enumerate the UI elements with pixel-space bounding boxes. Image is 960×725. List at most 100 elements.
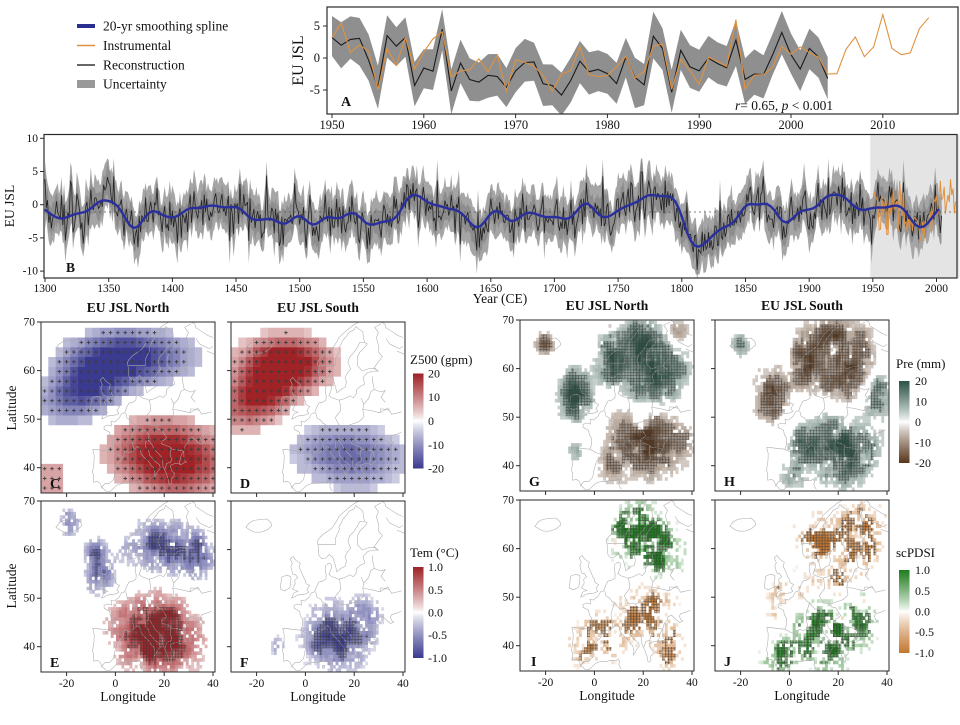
svg-text:EU JSL South: EU JSL South bbox=[761, 298, 843, 313]
svg-text:D: D bbox=[240, 477, 250, 492]
svg-text:1950: 1950 bbox=[861, 283, 884, 295]
svg-text:1800: 1800 bbox=[670, 283, 693, 295]
svg-text:5: 5 bbox=[314, 19, 320, 33]
svg-text:40: 40 bbox=[503, 460, 515, 472]
svg-text:1700: 1700 bbox=[543, 283, 566, 295]
svg-text:-1.0: -1.0 bbox=[428, 651, 447, 665]
svg-text:-10: -10 bbox=[428, 438, 444, 452]
svg-text:1990: 1990 bbox=[687, 118, 712, 132]
svg-text:1850: 1850 bbox=[734, 283, 757, 295]
svg-text:1650: 1650 bbox=[479, 283, 502, 295]
svg-text:5: 5 bbox=[32, 166, 38, 178]
svg-text:0.5: 0.5 bbox=[428, 583, 443, 597]
svg-text:20: 20 bbox=[428, 367, 440, 381]
svg-text:50: 50 bbox=[503, 412, 515, 424]
svg-text:10: 10 bbox=[915, 395, 927, 409]
svg-text:1600: 1600 bbox=[416, 283, 439, 295]
svg-text:0: 0 bbox=[113, 678, 119, 690]
svg-text:-20: -20 bbox=[915, 456, 931, 470]
svg-text:0: 0 bbox=[915, 415, 921, 429]
svg-text:A: A bbox=[341, 95, 352, 110]
svg-text:Longitude: Longitude bbox=[774, 688, 830, 703]
svg-text:40: 40 bbox=[397, 678, 409, 690]
svg-text:-20: -20 bbox=[733, 677, 749, 689]
svg-text:0.0: 0.0 bbox=[428, 606, 443, 620]
svg-text:2000: 2000 bbox=[779, 118, 804, 132]
svg-text:Longitude: Longitude bbox=[290, 689, 346, 704]
svg-text:20: 20 bbox=[915, 374, 927, 388]
svg-text:Year (CE): Year (CE) bbox=[473, 291, 528, 306]
svg-text:Z500 (gpm): Z500 (gpm) bbox=[410, 352, 472, 367]
svg-text:EU JSL South: EU JSL South bbox=[277, 300, 359, 315]
svg-text:0: 0 bbox=[32, 199, 38, 211]
svg-text:70: 70 bbox=[503, 315, 515, 327]
svg-text:1300: 1300 bbox=[34, 283, 57, 295]
svg-text:40: 40 bbox=[24, 462, 36, 474]
svg-text:1980: 1980 bbox=[595, 118, 620, 132]
svg-text:70: 70 bbox=[24, 496, 36, 508]
svg-text:0: 0 bbox=[592, 677, 598, 689]
svg-text:r= 0.65, p < 0.001: r= 0.65, p < 0.001 bbox=[735, 98, 833, 113]
svg-text:50: 50 bbox=[24, 593, 36, 605]
svg-text:1350: 1350 bbox=[97, 283, 120, 295]
svg-text:J: J bbox=[724, 655, 731, 670]
svg-text:Tem (°C): Tem (°C) bbox=[410, 545, 459, 560]
svg-text:-5: -5 bbox=[310, 83, 320, 97]
svg-text:70: 70 bbox=[24, 317, 36, 329]
svg-text:10: 10 bbox=[428, 390, 440, 404]
svg-text:-0.5: -0.5 bbox=[428, 628, 447, 642]
svg-text:-0.5: -0.5 bbox=[915, 625, 934, 639]
svg-text:20: 20 bbox=[348, 678, 360, 690]
svg-text:E: E bbox=[50, 656, 59, 671]
svg-text:1.0: 1.0 bbox=[915, 563, 930, 577]
svg-text:1.0: 1.0 bbox=[428, 560, 443, 574]
svg-text:20-yr smoothing spline: 20-yr smoothing spline bbox=[103, 19, 228, 34]
svg-text:2010: 2010 bbox=[870, 118, 895, 132]
svg-text:I: I bbox=[531, 655, 536, 670]
svg-text:-20: -20 bbox=[538, 677, 554, 689]
svg-text:40: 40 bbox=[207, 678, 219, 690]
svg-text:F: F bbox=[240, 656, 249, 671]
svg-text:60: 60 bbox=[503, 363, 515, 375]
svg-text:-10: -10 bbox=[915, 436, 931, 450]
svg-text:Pre (mm): Pre (mm) bbox=[896, 356, 945, 371]
svg-text:20: 20 bbox=[637, 677, 649, 689]
svg-text:50: 50 bbox=[24, 414, 36, 426]
svg-text:-1.0: -1.0 bbox=[915, 646, 934, 660]
svg-text:Latitude: Latitude bbox=[4, 564, 19, 609]
svg-text:EU JSL North: EU JSL North bbox=[566, 298, 649, 313]
svg-text:-20: -20 bbox=[428, 462, 444, 476]
svg-text:1500: 1500 bbox=[288, 283, 311, 295]
svg-text:70: 70 bbox=[503, 495, 515, 507]
svg-text:1970: 1970 bbox=[503, 118, 528, 132]
svg-text:10: 10 bbox=[27, 133, 39, 145]
svg-text:C: C bbox=[50, 477, 60, 492]
svg-text:EU JSL: EU JSL bbox=[290, 35, 307, 85]
svg-text:50: 50 bbox=[503, 592, 515, 604]
svg-text:EU JSL North: EU JSL North bbox=[87, 300, 170, 315]
svg-text:1450: 1450 bbox=[225, 283, 248, 295]
svg-text:0: 0 bbox=[428, 414, 434, 428]
svg-text:-5: -5 bbox=[28, 232, 38, 244]
svg-text:Reconstruction: Reconstruction bbox=[103, 58, 185, 73]
svg-text:60: 60 bbox=[24, 365, 36, 377]
svg-text:0: 0 bbox=[303, 678, 309, 690]
svg-text:1900: 1900 bbox=[798, 283, 821, 295]
svg-text:-20: -20 bbox=[249, 678, 265, 690]
svg-text:20: 20 bbox=[158, 678, 170, 690]
svg-text:1950: 1950 bbox=[320, 118, 345, 132]
svg-text:1960: 1960 bbox=[411, 118, 436, 132]
svg-text:Uncertainty: Uncertainty bbox=[103, 77, 167, 92]
svg-text:Longitude: Longitude bbox=[579, 688, 635, 703]
svg-text:Longitude: Longitude bbox=[100, 689, 156, 704]
svg-text:20: 20 bbox=[832, 677, 844, 689]
svg-text:1550: 1550 bbox=[352, 283, 375, 295]
svg-text:40: 40 bbox=[503, 640, 515, 652]
svg-text:EU JSL: EU JSL bbox=[2, 185, 17, 227]
svg-text:1400: 1400 bbox=[161, 283, 184, 295]
svg-text:40: 40 bbox=[686, 677, 698, 689]
svg-text:0.0: 0.0 bbox=[915, 605, 930, 619]
svg-text:B: B bbox=[66, 260, 75, 275]
svg-text:H: H bbox=[724, 475, 735, 490]
svg-text:40: 40 bbox=[24, 641, 36, 653]
